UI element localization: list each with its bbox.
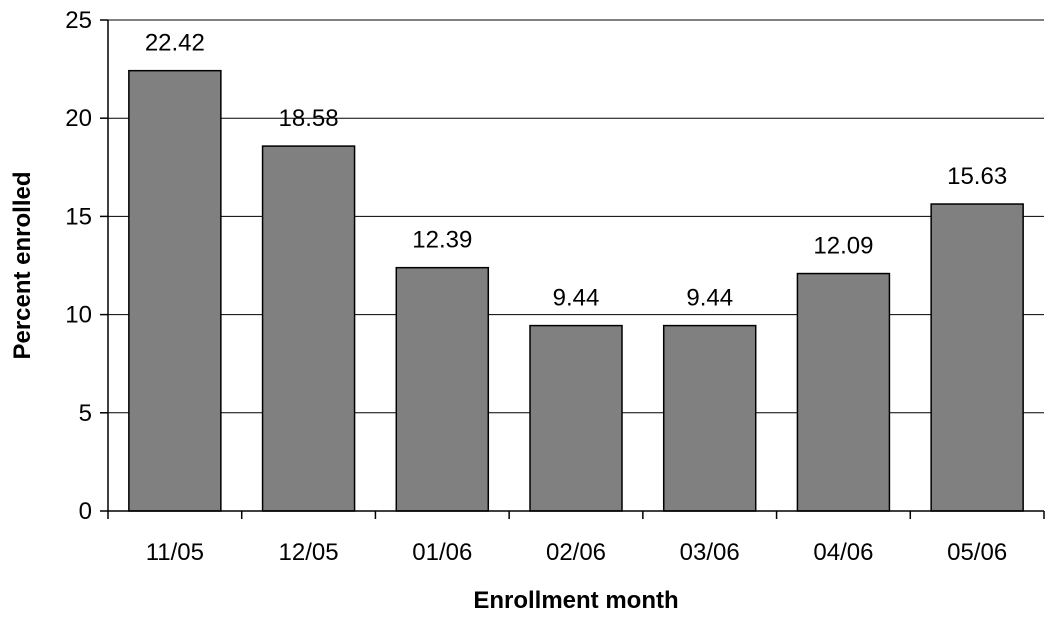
bar-04/06	[796, 272, 891, 512]
bar-01/06	[395, 266, 490, 512]
data-label: 18.58	[279, 105, 339, 132]
data-label: 22.42	[145, 30, 205, 57]
data-label: 15.63	[947, 163, 1007, 190]
y-tick-label: 20	[65, 105, 92, 132]
x-tick-label: 12/05	[279, 539, 339, 566]
axes	[107, 20, 1044, 512]
bar-12/05	[261, 145, 356, 512]
bar-02/06	[529, 324, 623, 512]
x-tick-label: 01/06	[412, 539, 472, 566]
data-label: 12.09	[813, 233, 873, 260]
data-labels: 22.42 18.58 12.39 9.44 9.44 12.09 15.63	[145, 30, 1007, 312]
x-tick-labels: 11/05 12/05 01/06 02/06 03/06 04/06 05/06	[107, 511, 1045, 566]
x-tick-label: 11/05	[146, 539, 204, 566]
bars	[128, 69, 1024, 512]
x-tick-label: 02/06	[546, 539, 606, 566]
y-tick-label: 10	[65, 302, 92, 329]
y-tick-label: 0	[79, 498, 92, 525]
y-tick-label: 25	[65, 7, 92, 34]
y-tick-labels: 0 5 10 15 20 25	[65, 7, 108, 525]
bar-05/06	[930, 203, 1024, 512]
data-label: 12.39	[412, 227, 472, 254]
data-label: 9.44	[553, 285, 600, 312]
x-tick-label: 05/06	[947, 539, 1007, 566]
y-tick-label: 5	[79, 400, 92, 427]
y-axis-title: Percent enrolled	[9, 171, 36, 359]
x-axis-title: Enrollment month	[473, 587, 678, 614]
x-tick-label: 04/06	[813, 539, 873, 566]
x-tick-label: 03/06	[680, 539, 740, 566]
y-tick-label: 15	[65, 203, 92, 230]
data-label: 9.44	[686, 285, 733, 312]
bar-11/05	[128, 69, 222, 512]
bar-03/06	[662, 324, 757, 512]
